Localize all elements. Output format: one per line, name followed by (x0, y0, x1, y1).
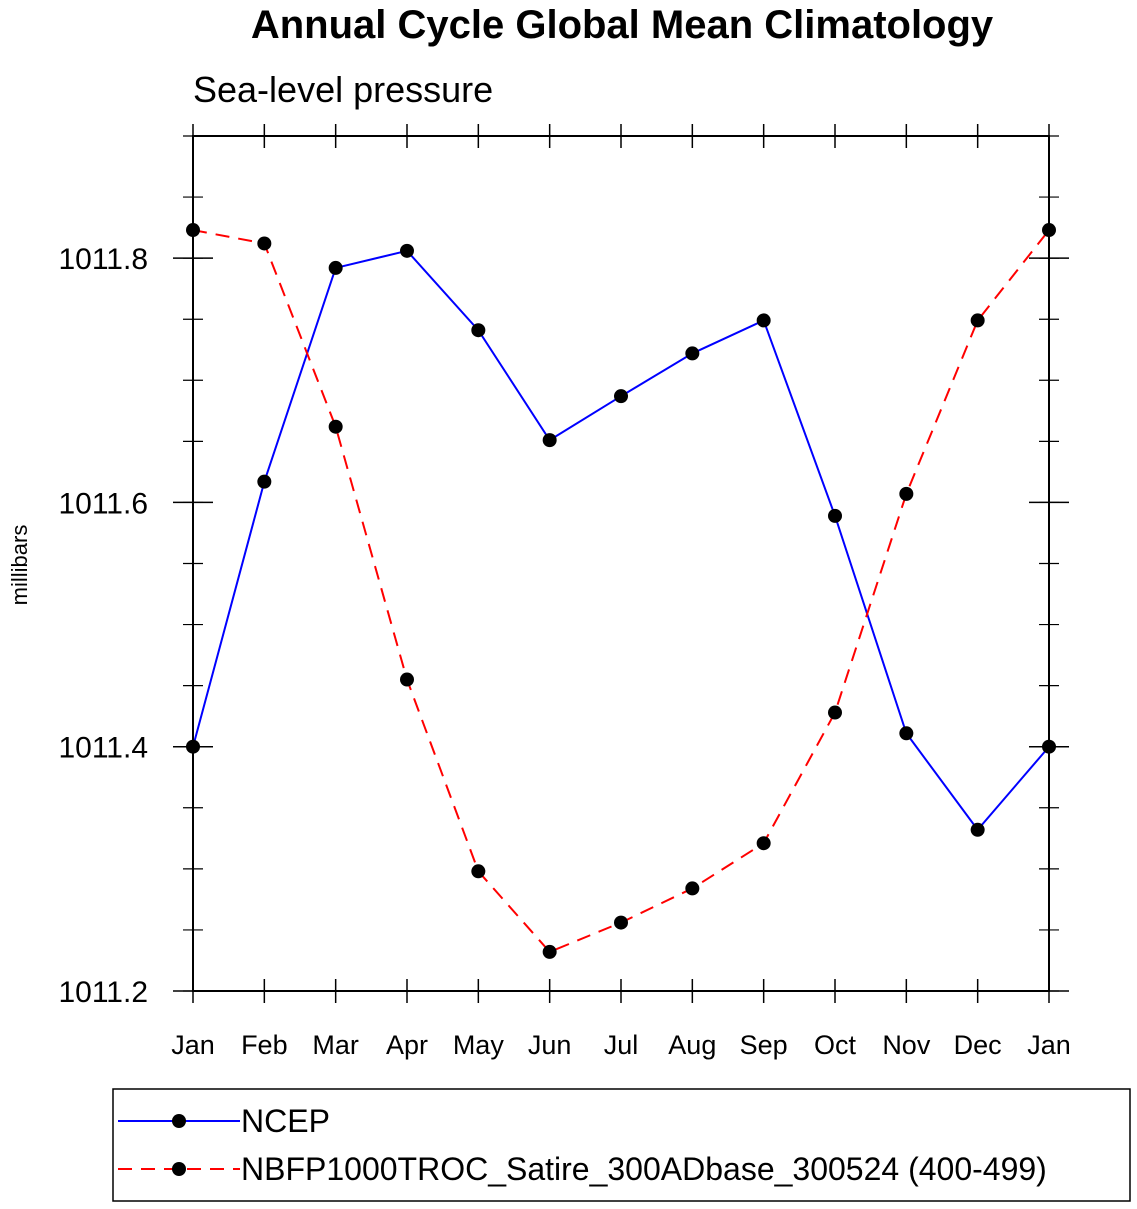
y-tick-label: 1011.6 (58, 487, 148, 520)
series-2-point (970, 313, 985, 328)
series-1-point (328, 260, 343, 275)
x-tick-label: Jun (528, 1030, 572, 1060)
series-2-point (685, 881, 700, 896)
series-2-point (471, 864, 486, 879)
x-tick-label: May (453, 1030, 505, 1060)
x-tick-label: Nov (882, 1030, 931, 1060)
legend-marker-1 (172, 1114, 186, 1128)
legend-marker-2 (172, 1162, 186, 1176)
legend-label-2: NBFP1000TROC_Satire_300ADbase_300524 (40… (241, 1151, 1047, 1187)
series-1-point (756, 313, 771, 328)
legend: NCEP NBFP1000TROC_Satire_300ADbase_300524… (118, 1103, 1047, 1187)
plot-area: Jan Feb Mar Apr May Jun Jul Aug Sep Oct Nov Dec Jan 1… (58, 124, 1071, 1060)
series-2-point (828, 705, 842, 720)
series-1-point (400, 243, 414, 258)
x-tick-label: Jan (1027, 1030, 1071, 1060)
series-2-point (186, 223, 200, 238)
y-tick-label: 1011.8 (58, 243, 148, 276)
series-2-point (1042, 223, 1056, 238)
x-tick-label: Oct (814, 1030, 857, 1060)
x-tick-label: Jul (604, 1030, 639, 1060)
series-2-point (328, 419, 343, 434)
y-tick-label: 1011.4 (58, 732, 148, 765)
y-axis-label: millibars (7, 525, 32, 606)
series-1-point (614, 389, 628, 404)
series-2-point (899, 486, 914, 501)
series-2-point (257, 236, 272, 251)
series-1-point (471, 323, 486, 338)
series-1-point (257, 474, 272, 489)
series-1-point (542, 433, 557, 448)
series-1-point (828, 508, 842, 523)
series-1-point (899, 726, 914, 741)
legend-box (112, 1088, 1131, 1202)
chart-subtitle: Sea-level pressure (193, 69, 493, 110)
plot-frame (192, 135, 1050, 992)
series-1-point (186, 739, 200, 754)
series-1-point (685, 346, 700, 361)
series-2-point (614, 915, 628, 930)
chart-title: Annual Cycle Global Mean Climatology (251, 3, 994, 47)
series-line-2 (192, 229, 1050, 954)
x-tick-label: Jan (171, 1030, 215, 1060)
x-tick-label: Mar (312, 1030, 359, 1060)
legend-label-1: NCEP (241, 1103, 330, 1139)
series-1-point (1042, 739, 1056, 754)
x-tick-label: Feb (241, 1030, 288, 1060)
x-tick-label: Dec (954, 1030, 1002, 1060)
series-line-1 (192, 249, 1050, 832)
x-tick-label: Sep (740, 1030, 788, 1060)
x-tick-label: Aug (668, 1030, 716, 1060)
series-2-point (542, 944, 557, 959)
x-tick-label: Apr (386, 1030, 428, 1060)
y-tick-label: 1011.2 (58, 976, 148, 1009)
series-2-point (400, 672, 414, 687)
series-1-point (970, 822, 985, 837)
series-2-point (756, 836, 771, 851)
